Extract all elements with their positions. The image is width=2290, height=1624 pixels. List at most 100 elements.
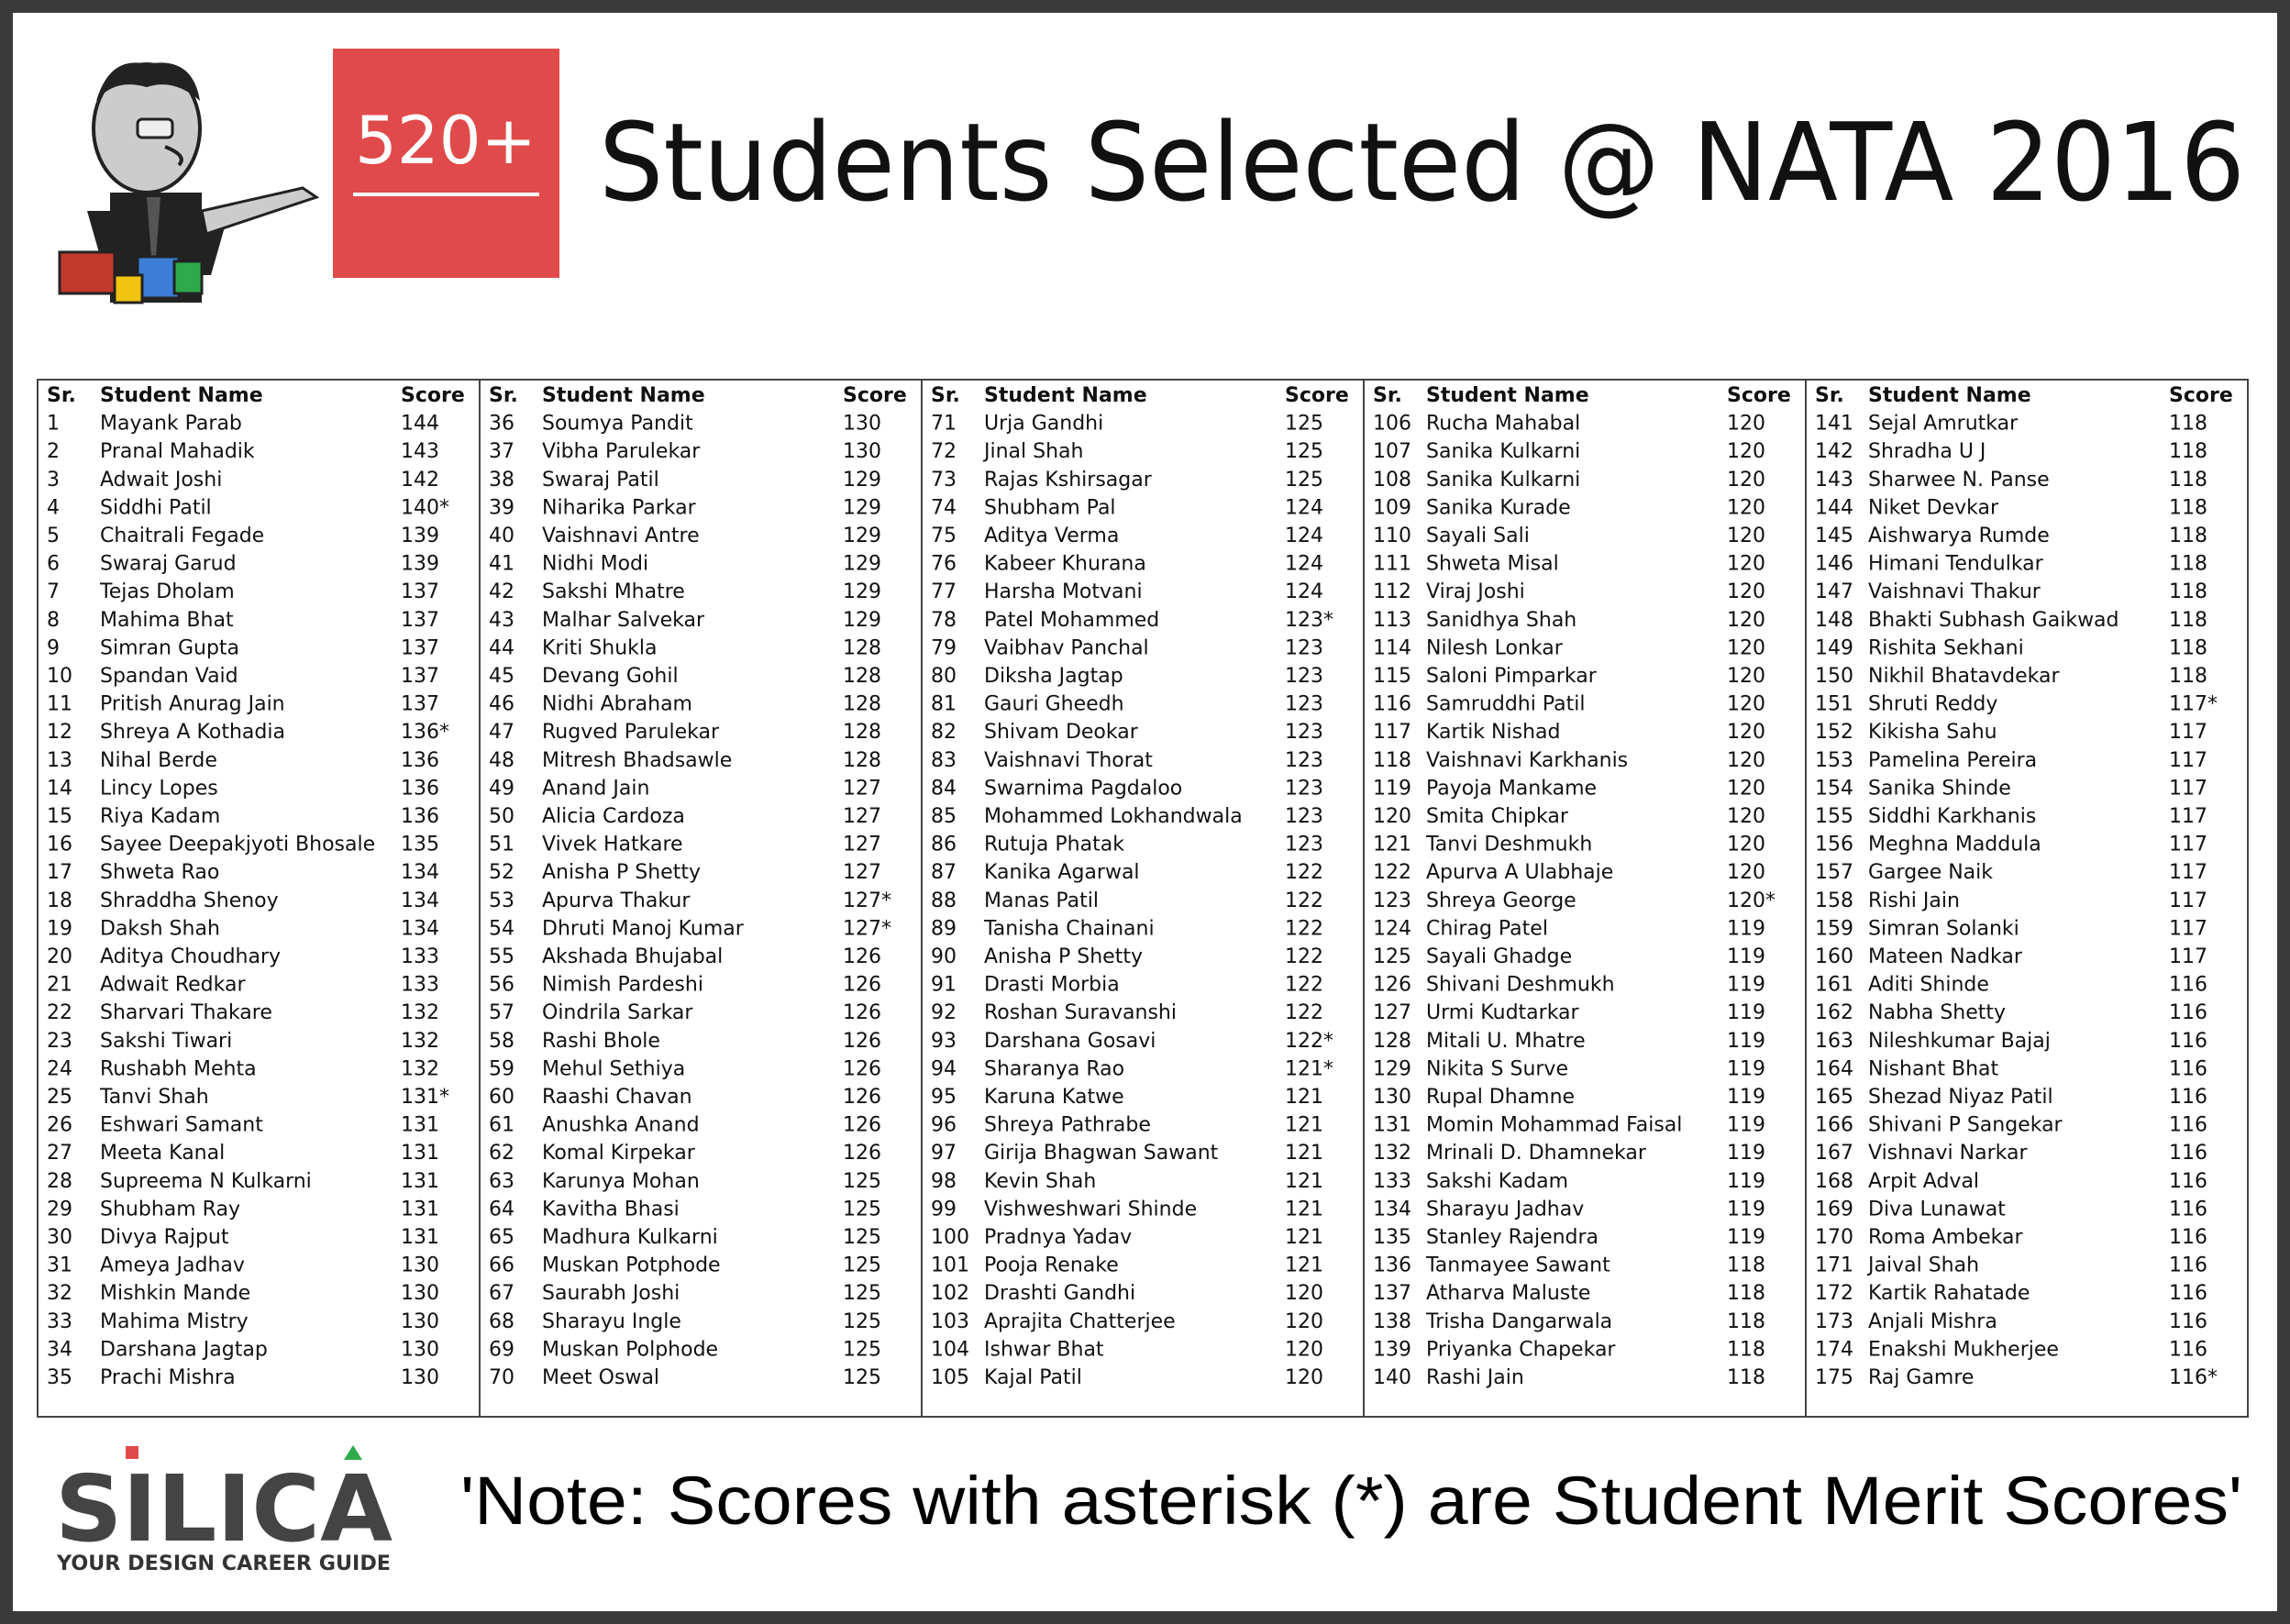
student-name: Shivani P Sangekar [1868,1114,2063,1137]
student-name: Spandan Vaid [100,665,238,688]
student-name: Anisha P Shetty [984,945,1143,968]
score: 139 [401,553,439,576]
student-name: Nimish Pardeshi [542,974,703,997]
serial: 132 [1373,1142,1411,1165]
student-name: Sakshi Mhatre [542,580,685,603]
serial: 167 [1815,1142,1853,1165]
score: 121 [1285,1254,1323,1277]
serial: 106 [1373,413,1411,436]
serial: 25 [47,1086,72,1109]
serial: 26 [47,1114,72,1137]
score: 123 [1285,834,1323,856]
student-name: Priyanka Chapekar [1426,1338,1616,1361]
serial: 160 [1815,945,1853,968]
score: 117 [2169,834,2207,856]
score: 122 [1285,1001,1323,1024]
serial: 97 [931,1142,957,1165]
score: 118 [1727,1254,1765,1277]
serial: 70 [489,1366,514,1389]
student-name: Trisha Dangarwala [1425,1310,1612,1333]
column-header: Sr. [47,384,76,407]
serial: 20 [47,945,72,968]
student-name: Mayank Parab [100,413,242,436]
score: 122 [1285,974,1323,997]
student-name: Rashi Jain [1426,1366,1524,1389]
student-name: Sejal Amrutkar [1868,413,2019,436]
student-name: Roma Ambekar [1868,1226,2023,1249]
score: 137 [401,580,439,603]
serial: 7 [47,580,60,603]
serial: 44 [489,636,514,659]
logo-text: SILICA [55,1455,393,1563]
serial: 118 [1373,749,1411,772]
serial: 101 [931,1254,969,1277]
note: 'Note: Scores with asterisk (*) are Stud… [460,1463,2242,1539]
score: 119 [1727,1170,1765,1193]
serial: 107 [1373,440,1411,463]
serial: 57 [489,1001,514,1024]
serial: 29 [47,1198,72,1221]
score: 131 [401,1114,439,1137]
score: 129 [843,580,881,603]
student-name: Stanley Rajendra [1426,1226,1599,1249]
badge [333,49,559,278]
score: 128 [843,749,881,772]
serial: 135 [1373,1226,1411,1249]
serial: 43 [489,609,514,632]
score: 121 [1285,1226,1323,1249]
serial: 87 [931,861,957,884]
score: 132 [401,1030,439,1053]
serial: 13 [47,749,72,772]
score: 129 [843,496,881,519]
score: 121* [1285,1057,1333,1080]
score: 119 [1727,1030,1765,1053]
score: 120 [1727,665,1765,688]
score: 122 [1285,861,1323,884]
score: 117* [2169,693,2218,716]
student-name: Sayali Ghadge [1426,945,1572,968]
serial: 141 [1815,413,1853,436]
score: 118 [1727,1310,1765,1333]
serial: 110 [1373,525,1411,547]
serial: 159 [1815,917,1853,940]
score: 121 [1285,1198,1323,1221]
serial: 144 [1815,496,1853,519]
serial: 109 [1373,496,1411,519]
score: 122 [1285,889,1323,912]
student-name: Shreya A Kothadia [100,721,285,744]
student-name: Mateen Nadkar [1868,945,2023,968]
student-name: Eshwari Samant [100,1114,263,1137]
score: 130 [401,1366,439,1389]
serial: 113 [1373,609,1411,632]
score: 117 [2169,805,2207,828]
student-name: Chaitrali Fegade [100,525,264,547]
serial: 24 [47,1057,72,1080]
score: 126 [843,1086,881,1109]
student-name: Pranal Mahadik [100,440,255,463]
serial: 98 [931,1170,957,1193]
serial: 10 [47,665,72,688]
score: 119 [1727,1226,1765,1249]
serial: 12 [47,721,72,744]
student-name: Urja Gandhi [984,413,1103,436]
serial: 32 [47,1282,72,1305]
score: 143 [401,440,439,463]
student-name: Sayee Deepakjyoti Bhosale [100,834,375,856]
student-name: Vishnavi Narkar [1868,1142,2028,1165]
student-name: Nidhi Abraham [542,693,692,716]
student-name: Niharika Parkar [542,496,697,519]
score: 137 [401,693,439,716]
student-name: Shivam Deokar [984,721,1139,744]
student-name: Rupal Dhamne [1426,1086,1575,1109]
student-name: Vaishnavi Thorat [984,749,1153,772]
student-name: Raashi Chavan [542,1086,692,1109]
serial: 168 [1815,1170,1853,1193]
score: 129 [843,553,881,576]
score: 127 [843,777,881,800]
serial: 121 [1373,834,1411,856]
serial: 166 [1815,1114,1853,1137]
student-name: Shreya George [1426,889,1576,912]
student-name: Meghna Maddula [1868,834,2041,856]
column-header: Score [401,384,465,407]
score: 119 [1727,1001,1765,1024]
